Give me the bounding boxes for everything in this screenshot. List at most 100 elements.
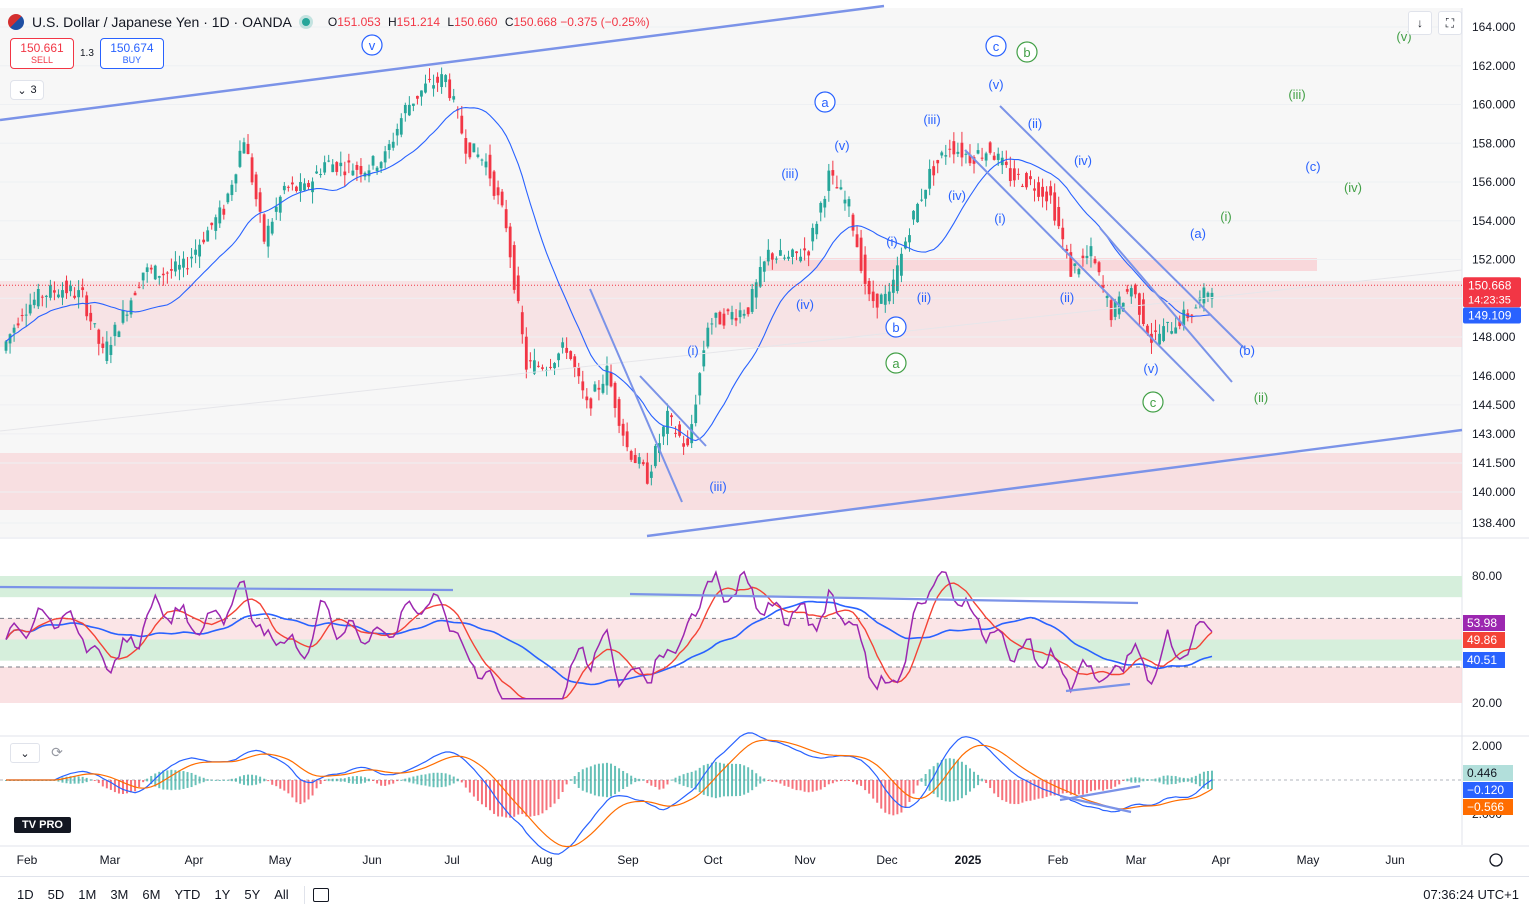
candle-body <box>133 292 137 296</box>
macd-histogram-bar <box>630 775 633 785</box>
range-all[interactable]: All <box>274 887 289 902</box>
wave-label-23: (a) <box>1190 226 1206 241</box>
macd-histogram-bar <box>835 780 838 782</box>
macd-histogram-bar <box>73 776 76 784</box>
macd-histogram-bar <box>468 780 471 793</box>
candle-body <box>702 350 706 367</box>
candle-body <box>242 142 246 154</box>
range-3m[interactable]: 3M <box>110 887 129 902</box>
macd-histogram-bar <box>1194 775 1197 785</box>
candle-body <box>480 159 484 161</box>
range-1d[interactable]: 1D <box>17 887 34 902</box>
macd-histogram-bar <box>210 779 213 781</box>
macd-histogram-bar <box>739 764 742 796</box>
macd-histogram-bar <box>864 780 867 791</box>
candle-body <box>968 154 972 164</box>
range-ytd[interactable]: YTD <box>174 887 201 902</box>
macd-histogram-bar <box>275 780 278 787</box>
symbol-title[interactable]: U.S. Dollar / Japanese Yen · 1D · OANDA <box>32 14 292 30</box>
range-1y[interactable]: 1Y <box>214 887 231 902</box>
indicator-collapse-toggle[interactable]: ⌄ 3 <box>10 80 44 100</box>
candle-body <box>57 294 60 298</box>
macd-histogram-bar <box>501 780 504 817</box>
refresh-icon[interactable]: ⟳ <box>48 743 66 761</box>
macd-histogram-bar <box>799 780 802 791</box>
toolbar-divider <box>303 885 305 904</box>
candle-body <box>371 156 375 166</box>
fullscreen-icon[interactable]: ⛶ <box>1438 11 1462 35</box>
macd-histogram-bar <box>968 768 971 792</box>
range-1m[interactable]: 1M <box>78 887 97 902</box>
range-6m[interactable]: 6M <box>142 887 161 902</box>
candle-body <box>258 192 262 212</box>
candle-body <box>908 235 911 243</box>
arrow-down-icon[interactable]: ↓ <box>1408 11 1432 35</box>
candle-body <box>411 103 415 106</box>
chevron-down-icon[interactable]: ⌄ <box>10 743 40 763</box>
sell-label: SELL <box>30 55 54 65</box>
wave-label-14: (iv) <box>796 297 814 312</box>
candle-body <box>295 186 298 191</box>
open-label: O <box>327 15 338 29</box>
macd-histogram-bar <box>1089 780 1092 792</box>
rsi-value-tag <box>1463 615 1505 631</box>
macd-value-label: −0.120 <box>1467 783 1504 797</box>
candle-body <box>916 203 919 223</box>
candle-body <box>948 148 952 150</box>
candle-body <box>649 471 653 478</box>
candle-body <box>726 309 730 312</box>
wave-circle-marker <box>885 316 907 338</box>
time-tick-label: Oct <box>704 853 723 867</box>
macd-histogram-bar <box>973 771 976 789</box>
candle-body <box>290 182 294 185</box>
candle-body <box>1101 285 1105 288</box>
range-5d[interactable]: 5D <box>47 887 65 902</box>
candle-body <box>40 296 44 298</box>
candle-body <box>924 189 928 199</box>
candle-body <box>65 280 68 294</box>
sell-button[interactable]: 150.661 SELL <box>10 38 74 69</box>
macd-histogram-bar <box>670 779 673 781</box>
candle-body <box>16 323 20 326</box>
candle-body <box>182 258 185 268</box>
macd-histogram-bar <box>420 774 423 786</box>
channel-line <box>639 375 707 447</box>
macd-histogram-bar <box>666 780 669 785</box>
candle-body <box>238 150 242 167</box>
macd-histogram-bar <box>747 767 750 793</box>
macd-histogram-bar <box>803 780 806 792</box>
candle-body <box>383 151 387 163</box>
macd-histogram-bar <box>1126 778 1129 782</box>
range-5y[interactable]: 5Y <box>244 887 261 902</box>
macd-histogram-bar <box>981 778 984 782</box>
candle-body <box>976 150 980 154</box>
close-value: 150.668 <box>513 15 557 29</box>
candle-body <box>613 382 617 409</box>
calendar-icon[interactable] <box>312 887 329 902</box>
macd-histogram-bar <box>299 780 302 805</box>
macd-histogram-bar <box>771 780 774 782</box>
open-value: 151.053 <box>337 15 381 29</box>
macd-histogram-bar <box>1029 780 1032 801</box>
wave-circle-marker <box>1142 391 1164 413</box>
candle-body <box>351 170 355 176</box>
candle-body <box>500 191 504 206</box>
candle-body <box>230 184 234 196</box>
macd-histogram-bar <box>105 780 108 789</box>
macd-histogram-bar <box>989 780 992 789</box>
wave-label-15: (ii) <box>917 290 931 305</box>
macd-histogram-bar <box>81 776 84 784</box>
macd-tick-label: 2.000 <box>1472 739 1502 753</box>
candle-body <box>303 183 306 191</box>
candle-body <box>218 207 222 224</box>
macd-histogram-bar <box>178 770 181 790</box>
buy-button[interactable]: 150.674 BUY <box>99 38 164 69</box>
candle-body <box>161 273 165 276</box>
macd-histogram-bar <box>182 771 185 789</box>
macd-histogram-bar <box>460 780 463 783</box>
candle-body <box>561 342 565 348</box>
price-tick-label: 144.500 <box>1472 398 1516 412</box>
candle-body <box>928 168 932 189</box>
